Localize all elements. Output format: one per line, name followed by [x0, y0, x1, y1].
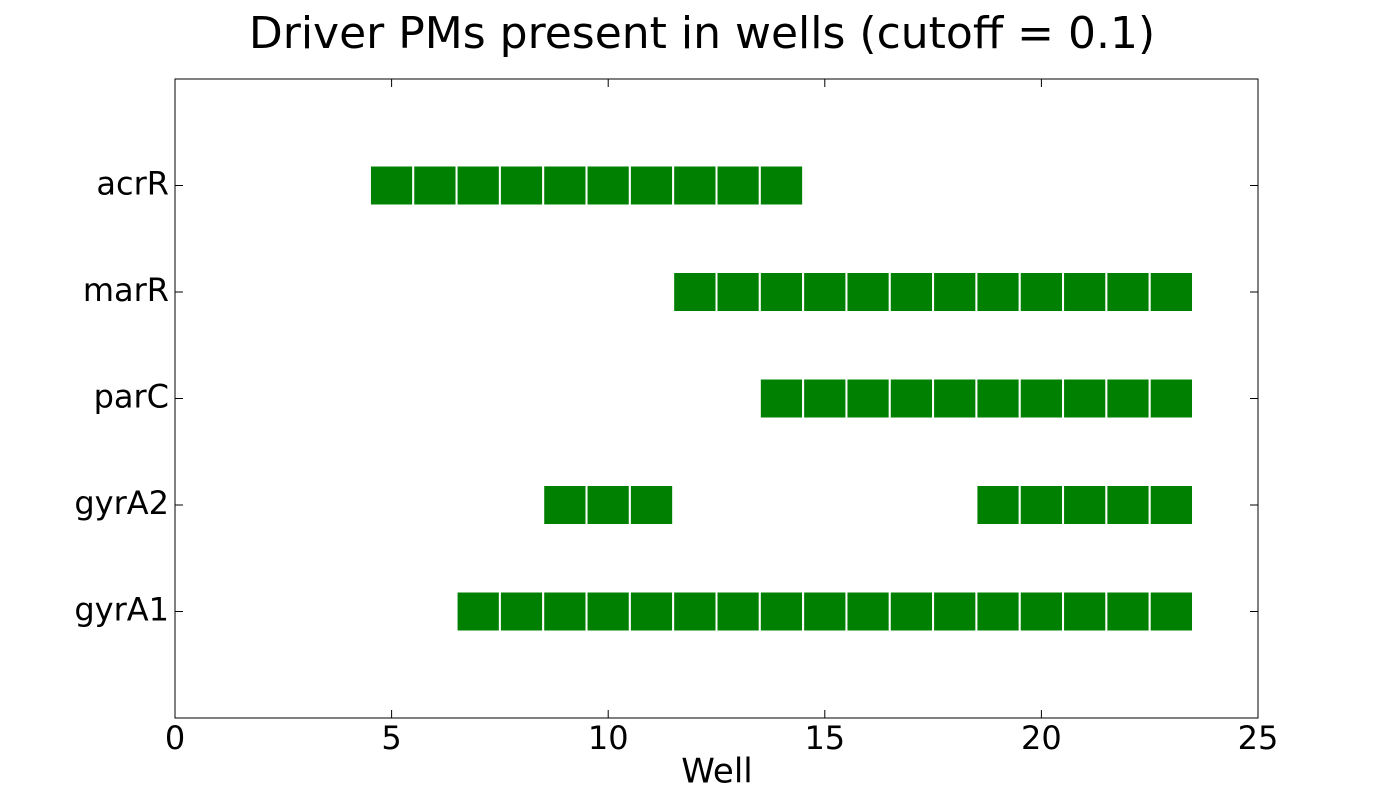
well-square: [975, 271, 1021, 313]
x-tick-label: 15: [804, 719, 845, 757]
well-square: [758, 377, 805, 420]
well-square: [628, 164, 675, 207]
well-square: [1062, 590, 1108, 633]
x-tick-label: 0: [165, 719, 185, 757]
well-square: [888, 590, 935, 633]
x-tick-label: 20: [1021, 719, 1062, 757]
well-square: [1062, 377, 1108, 420]
well-square: [888, 377, 935, 420]
well-square: [412, 164, 458, 207]
y-tick-label: gyrA1: [74, 591, 169, 629]
well-square: [672, 271, 718, 313]
x-tick-label: 25: [1238, 719, 1279, 757]
well-square: [845, 377, 891, 420]
well-square: [1018, 590, 1065, 633]
well-square: [715, 271, 761, 313]
chart-title: Driver PMs present in wells (cutoff = 0.…: [249, 8, 1155, 59]
well-square: [542, 484, 588, 526]
well-square: [542, 590, 588, 633]
well-square: [1148, 484, 1195, 526]
well-square: [975, 484, 1021, 526]
y-tick-label: parC: [94, 378, 169, 416]
y-tick-label: gyrA2: [74, 484, 169, 522]
well-square: [802, 590, 848, 633]
well-square: [1105, 484, 1151, 526]
well-square: [932, 590, 978, 633]
well-square: [368, 164, 415, 207]
well-square: [498, 164, 545, 207]
well-square: [585, 164, 631, 207]
well-square: [932, 271, 978, 313]
well-square: [1148, 271, 1195, 313]
well-square: [498, 590, 545, 633]
x-axis-label: Well: [681, 752, 752, 792]
well-square: [802, 377, 848, 420]
well-square: [975, 377, 1021, 420]
x-tick-label: 5: [381, 719, 401, 757]
well-square: [672, 164, 718, 207]
well-square: [1105, 271, 1151, 313]
well-square: [1018, 484, 1065, 526]
well-square: [585, 484, 631, 526]
well-square: [1062, 271, 1108, 313]
well-square: [542, 164, 588, 207]
well-square: [715, 590, 761, 633]
well-square: [932, 377, 978, 420]
well-square: [1018, 271, 1065, 313]
well-square: [628, 590, 675, 633]
well-square: [1062, 484, 1108, 526]
well-square: [672, 590, 718, 633]
well-square: [888, 271, 935, 313]
y-tick-label: acrR: [96, 165, 169, 203]
well-square: [585, 590, 631, 633]
well-square: [1018, 377, 1065, 420]
well-square: [758, 590, 805, 633]
well-square: [1105, 590, 1151, 633]
well-square: [455, 164, 501, 207]
x-tick-label: 10: [588, 719, 629, 757]
well-square: [758, 164, 805, 207]
well-square: [1105, 377, 1151, 420]
well-square: [758, 271, 805, 313]
y-tick-label: marR: [83, 271, 169, 309]
well-square: [1148, 377, 1195, 420]
well-square: [628, 484, 675, 526]
well-square: [845, 271, 891, 313]
well-square: [455, 590, 501, 633]
well-square: [845, 590, 891, 633]
well-square: [802, 271, 848, 313]
well-square: [1148, 590, 1195, 633]
well-square: [975, 590, 1021, 633]
well-square: [715, 164, 761, 207]
